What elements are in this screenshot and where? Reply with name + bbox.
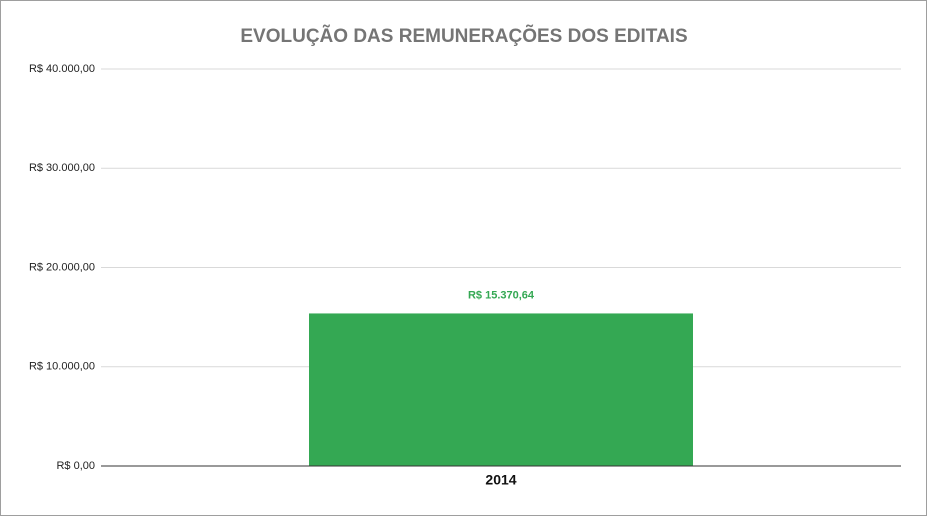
y-tick-label: R$ 0,00 <box>56 460 95 472</box>
y-tick-label: R$ 20.000,00 <box>29 261 95 273</box>
x-tick-label: 2014 <box>485 472 516 488</box>
bar <box>309 313 693 466</box>
y-tick-label: R$ 30.000,00 <box>29 162 95 174</box>
chart-title: EVOLUÇÃO DAS REMUNERAÇÕES DOS EDITAIS <box>240 25 687 47</box>
value-label: R$ 15.370,64 <box>468 289 535 301</box>
y-tick-label: R$ 10.000,00 <box>29 361 95 373</box>
y-tick-label: R$ 40.000,00 <box>29 63 95 75</box>
